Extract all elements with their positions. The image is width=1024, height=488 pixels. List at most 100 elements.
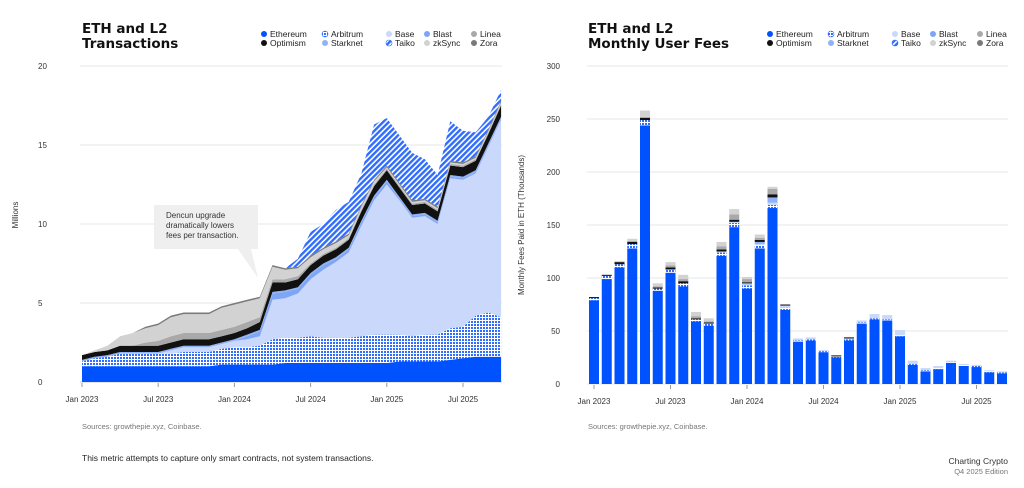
- x-tick-label: Jan 2025: [884, 397, 917, 406]
- y-tick-label: 100: [547, 274, 561, 283]
- bar-arbitrum-2023-01: [589, 298, 599, 301]
- bar-linea-2023-09: [691, 316, 701, 319]
- bar-linea-2023-07: [665, 265, 676, 268]
- legend-swatch-taiko-icon: [385, 39, 393, 47]
- annotation-line1: Dencun upgrade: [166, 211, 226, 220]
- bar-ethereum-2024-09: [844, 340, 854, 384]
- legend-swatch-linea-icon: [471, 31, 477, 37]
- bar-zksync-2023-11: [716, 241, 727, 247]
- bar-ethereum-2023-05: [640, 125, 650, 385]
- bar-linea-2024-02: [754, 237, 765, 240]
- annotation-line2: dramatically lowers: [166, 221, 234, 230]
- bar-arbitrum-2023-09: [691, 319, 701, 322]
- legend: Ethereum Arbitrum Base Blast Linea Optimism St…: [767, 29, 1007, 48]
- bar-linea-2023-12: [729, 214, 740, 220]
- bar-zksync-2024-01: [742, 276, 752, 280]
- legend-label-blast: Blast: [433, 29, 453, 39]
- bar-ethereum-2024-01: [742, 288, 752, 384]
- bar-zksync-2023-05: [640, 110, 650, 117]
- legend-swatch-optimism-icon: [261, 40, 267, 46]
- bar-ethereum-2023-06: [652, 290, 663, 384]
- legend-label-optimism: Optimism: [776, 38, 812, 48]
- bar-arbitrum-2023-10: [703, 323, 714, 326]
- y-tick-label: 0: [38, 378, 43, 387]
- bar-base-2023-11: [716, 251, 727, 253]
- legend-label-zksync: zkSync: [939, 38, 967, 48]
- bar-optimism-2024-09: [844, 337, 854, 339]
- bar-ethereum-2024-04: [780, 309, 791, 384]
- bar-linea-2023-08: [678, 279, 689, 282]
- legend-label-taiko: Taiko: [395, 38, 415, 48]
- bar-linea-2023-11: [716, 246, 727, 250]
- bar-optimism-2024-01: [742, 282, 752, 284]
- x-axis-ticks: Jan 2023 Jul 2023 Jan 2024 Jul 2024 Jan 2025…: [66, 383, 479, 404]
- bar-arbitrum-2024-05: [793, 340, 803, 342]
- y-axis-ticks: 0 50 100 150 200 250 300: [547, 62, 561, 389]
- bar-zksync-2023-04: [627, 238, 638, 241]
- bar-ethereum-2025-06: [958, 365, 969, 384]
- bar-linea-2023-05: [640, 116, 650, 118]
- bar-arbitrum-2024-10: [856, 322, 867, 324]
- legend-swatch-linea-icon: [977, 31, 983, 37]
- bar-base-2024-02: [754, 244, 765, 246]
- bar-arbitrum-2025-02: [907, 363, 918, 365]
- bar-zksync-2023-10: [703, 318, 714, 322]
- y-tick-label: 50: [551, 327, 560, 336]
- dencun-annotation: Dencun upgrade dramatically lowers fees …: [154, 205, 258, 278]
- legend-swatch-blast-icon: [930, 31, 936, 37]
- legend-label-arbitrum: Arbitrum: [837, 29, 869, 39]
- bar-arbitrum-2023-02: [601, 275, 612, 280]
- chart-title-line1: ETH and L2: [588, 21, 674, 37]
- bar-arbitrum-2025-05: [946, 361, 956, 363]
- bar-optimism-2023-03: [614, 262, 625, 265]
- legend-label-zora: Zora: [480, 38, 498, 48]
- area-series: [82, 89, 502, 382]
- bar-zksync-2024-02: [754, 234, 765, 238]
- bar-optimism-2023-01: [589, 297, 599, 299]
- bar-base-2024-06: [805, 337, 816, 340]
- bar-ethereum-2025-08: [984, 372, 995, 384]
- bar-arbitrum-2023-12: [729, 222, 740, 228]
- chart-title-line1: ETH and L2: [82, 21, 168, 37]
- bar-zksync-2024-03: [767, 186, 778, 189]
- legend-label-linea: Linea: [986, 29, 1007, 39]
- bar-zksync-2023-08: [678, 274, 689, 280]
- bar-base-2024-04: [780, 305, 791, 308]
- bar-ethereum-2023-11: [716, 255, 727, 384]
- area-taiko: [82, 89, 502, 356]
- bar-ethereum-2023-10: [703, 325, 714, 384]
- bar-arbitrum-2024-11: [869, 318, 880, 320]
- transactions-chart: ETH and L2 Transactions Ethereum Arbitrum…: [11, 21, 502, 431]
- legend-swatch-ethereum-icon: [261, 31, 267, 37]
- legend-swatch-ethereum-icon: [767, 31, 773, 37]
- x-axis-ticks: Jan 2023 Jul 2023 Jan 2024 Jul 2024 Jan 2025…: [578, 385, 992, 406]
- x-tick-label: Jan 2023: [578, 397, 611, 406]
- bar-arbitrum-2023-06: [652, 288, 663, 291]
- legend-swatch-zora-icon: [471, 40, 477, 46]
- bar-ethereum-2023-01: [589, 300, 599, 384]
- bar-ethereum-2023-12: [729, 227, 740, 384]
- bar-optimism-2024-03: [767, 194, 778, 198]
- bar-arbitrum-2025-06: [958, 364, 969, 366]
- bar-ethereum-2025-01: [895, 336, 905, 384]
- legend-label-taiko: Taiko: [901, 38, 921, 48]
- bar-optimism-2023-08: [678, 281, 689, 284]
- bar-optimism-2023-10: [703, 322, 714, 324]
- x-tick-label: Jan 2023: [66, 395, 99, 404]
- x-tick-label: Jan 2025: [370, 395, 403, 404]
- legend-label-ethereum: Ethereum: [270, 29, 307, 39]
- bar-base-2024-11: [869, 314, 880, 319]
- bar-optimism-2024-02: [754, 239, 765, 242]
- bar-ethereum-2023-08: [678, 286, 689, 384]
- x-tick-label: Jul 2025: [448, 395, 479, 404]
- y-tick-label: 5: [38, 299, 43, 308]
- legend-swatch-starknet-icon: [828, 40, 834, 46]
- y-axis-ticks: 0 5 10 15 20: [38, 62, 47, 387]
- bar-arbitrum-2024-12: [882, 319, 893, 321]
- bar-base-2025-08: [984, 370, 995, 372]
- bar-ethereum-2023-03: [614, 267, 625, 384]
- brand-name: Charting Crypto: [948, 456, 1008, 466]
- bar-arbitrum-2025-09: [997, 372, 1007, 374]
- y-tick-label: 15: [38, 141, 47, 150]
- legend-label-optimism: Optimism: [270, 38, 306, 48]
